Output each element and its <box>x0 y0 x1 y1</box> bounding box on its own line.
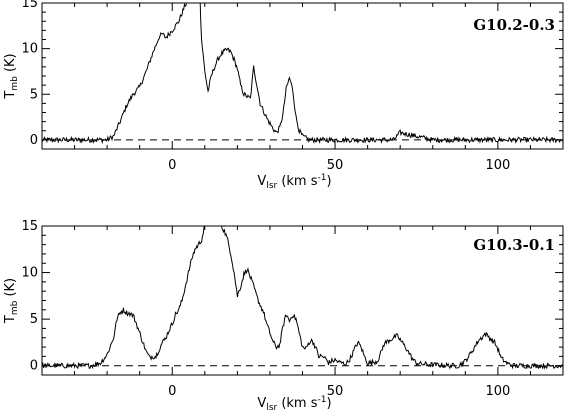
x-axis-label: Vlsr (km s-1) <box>257 395 331 411</box>
x-tick-label: 0 <box>168 158 176 173</box>
y-tick-label: 0 <box>30 133 38 148</box>
source-name-label: G10.3-0.1 <box>473 236 555 254</box>
source-name-label: G10.2-0.3 <box>473 16 555 34</box>
y-tick-label: 15 <box>21 0 38 11</box>
y-axis-label: Tmb (K) <box>3 278 20 324</box>
chart-panel-2: 0 50 100 0 5 10 15 Vlsr (km s-1) Tmb (K) G10.3-0.… <box>3 219 564 411</box>
x-tick-label: 100 <box>485 384 510 399</box>
x-tick-label: 50 <box>327 158 344 173</box>
chart-panel-1: 0 50 100 0 5 10 15 Vlsr (km s-1) Tmb (K) G10.2-0.… <box>3 0 564 191</box>
spectrum-line <box>42 3 563 145</box>
y-tick-label: 0 <box>30 359 38 374</box>
x-tick-label: 0 <box>168 384 176 399</box>
y-tick-label: 15 <box>21 219 38 234</box>
x-tick-label: 50 <box>327 384 344 399</box>
y-tick-label: 10 <box>21 266 38 281</box>
y-tick-label: 5 <box>30 87 38 102</box>
x-tick-label: 100 <box>485 158 510 173</box>
y-tick-label: 10 <box>21 42 38 57</box>
y-axis-label: Tmb (K) <box>3 53 20 99</box>
spectrum-line <box>42 226 563 371</box>
x-axis-label: Vlsr (km s-1) <box>257 173 331 191</box>
y-tick-label: 5 <box>30 312 38 327</box>
